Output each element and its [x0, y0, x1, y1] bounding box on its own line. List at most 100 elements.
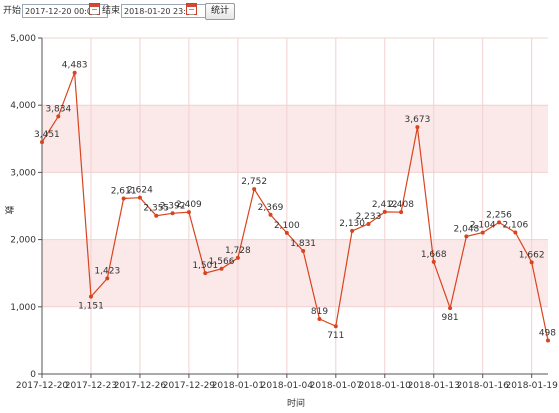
data-point: [431, 259, 436, 264]
series-points: [40, 70, 550, 343]
data-point: [56, 114, 61, 119]
data-point: [366, 221, 371, 226]
data-point: [464, 234, 469, 239]
data-point: [513, 230, 518, 235]
data-label: 1,501: [192, 261, 218, 271]
data-point: [480, 230, 485, 235]
data-point: [137, 195, 142, 200]
data-point: [268, 212, 273, 217]
data-point: [529, 260, 534, 265]
y-axis-ticks: 0 1,000 2,000 3,000 4,000 5,000: [10, 34, 42, 380]
x-tick-label: 2017-12-23: [65, 381, 117, 391]
data-point: [448, 306, 453, 311]
y-tick-label: 0: [30, 370, 36, 380]
band-1: [42, 105, 548, 173]
x-axis-label: 时间: [287, 397, 305, 409]
data-point: [121, 196, 126, 201]
data-point: [105, 276, 110, 281]
start-calendar-icon[interactable]: [89, 3, 100, 15]
data-label: 3,451: [34, 130, 60, 140]
data-point: [350, 228, 355, 233]
data-label: 2,130: [339, 219, 365, 229]
data-label: 2,369: [258, 203, 284, 213]
x-tick-label: 2018-01-07: [310, 381, 362, 391]
data-label: 2,100: [274, 221, 300, 231]
data-label: 1,728: [225, 246, 251, 256]
data-label: 1,668: [421, 250, 447, 260]
y-tick-label: 3,000: [10, 168, 36, 178]
data-point: [415, 125, 420, 130]
data-label: 4,483: [62, 61, 88, 71]
stat-button[interactable]: 统计: [205, 3, 235, 20]
end-date-input[interactable]: [121, 4, 207, 18]
data-point: [88, 294, 93, 299]
data-label: 2,624: [127, 186, 153, 196]
series-polyline: [41, 72, 549, 341]
data-point: [235, 255, 240, 260]
data-point: [154, 213, 159, 218]
chart-axes: [41, 38, 548, 375]
y-tick-label: 2,000: [10, 236, 36, 246]
data-point: [284, 230, 289, 235]
data-point: [252, 187, 257, 192]
data-label: 1,423: [94, 266, 120, 276]
data-point: [317, 316, 322, 321]
data-label: 2,752: [241, 177, 267, 187]
x-tick-label: 2018-01-04: [261, 381, 314, 391]
data-label: 3,673: [405, 115, 431, 125]
data-point: [203, 271, 208, 276]
data-label: 819: [311, 307, 328, 317]
data-label: 3,834: [45, 104, 71, 114]
x-tick-label: 2017-12-20: [16, 381, 69, 391]
toolbar: 开始: 结束: 统计: [0, 0, 559, 22]
data-label: 711: [327, 331, 344, 341]
data-label: 1,566: [209, 257, 235, 267]
data-label: 981: [441, 313, 458, 323]
x-tick-label: 2018-01-01: [212, 381, 264, 391]
y-axis-label: 数: [3, 205, 15, 214]
data-label: 1,662: [519, 250, 545, 260]
x-tick-label: 2018-01-10: [359, 381, 412, 391]
data-label: 2,256: [486, 210, 512, 220]
x-tick-label: 2017-12-29: [163, 381, 216, 391]
data-label: 2,611: [111, 187, 137, 197]
data-point: [382, 209, 387, 214]
data-label: 2,233: [356, 212, 382, 222]
chart-bands: [42, 105, 548, 307]
data-label: 2,104: [470, 221, 496, 231]
x-tick-label: 2018-01-16: [457, 381, 510, 391]
data-label: 2,106: [502, 220, 528, 230]
data-point: [170, 211, 175, 216]
data-label: 2,412: [372, 200, 398, 210]
y-tick-label: 5,000: [10, 34, 36, 44]
data-point: [399, 210, 404, 215]
data-label: 2,392: [160, 201, 186, 211]
data-label: 1,831: [290, 239, 316, 249]
data-label: 2,409: [176, 200, 202, 210]
data-label: 2,048: [454, 224, 480, 234]
x-axis-ticks: 2017-12-202017-12-232017-12-262017-12-29…: [16, 374, 558, 391]
series-line: [41, 72, 549, 341]
data-label: 2,408: [388, 200, 414, 210]
x-tick-label: 2017-12-26: [114, 381, 167, 391]
data-label: 2,355: [143, 204, 169, 214]
data-point: [301, 248, 306, 253]
data-point: [40, 140, 44, 145]
x-tick-label: 2018-01-13: [408, 381, 460, 391]
data-point: [72, 70, 77, 75]
data-point: [219, 266, 224, 271]
data-label: 498: [539, 329, 556, 339]
start-label: 开始:: [3, 6, 25, 16]
data-label: 1,151: [78, 302, 104, 312]
x-tick-label: 2018-01-19: [506, 381, 559, 391]
chart-grid: [42, 37, 548, 374]
start-date-input[interactable]: [22, 4, 108, 18]
y-tick-label: 4,000: [10, 101, 36, 111]
end-label: 结束:: [102, 6, 124, 16]
data-point: [186, 210, 191, 215]
y-tick-label: 1,000: [10, 303, 36, 313]
data-point: [497, 220, 502, 225]
end-calendar-icon[interactable]: [186, 3, 197, 15]
